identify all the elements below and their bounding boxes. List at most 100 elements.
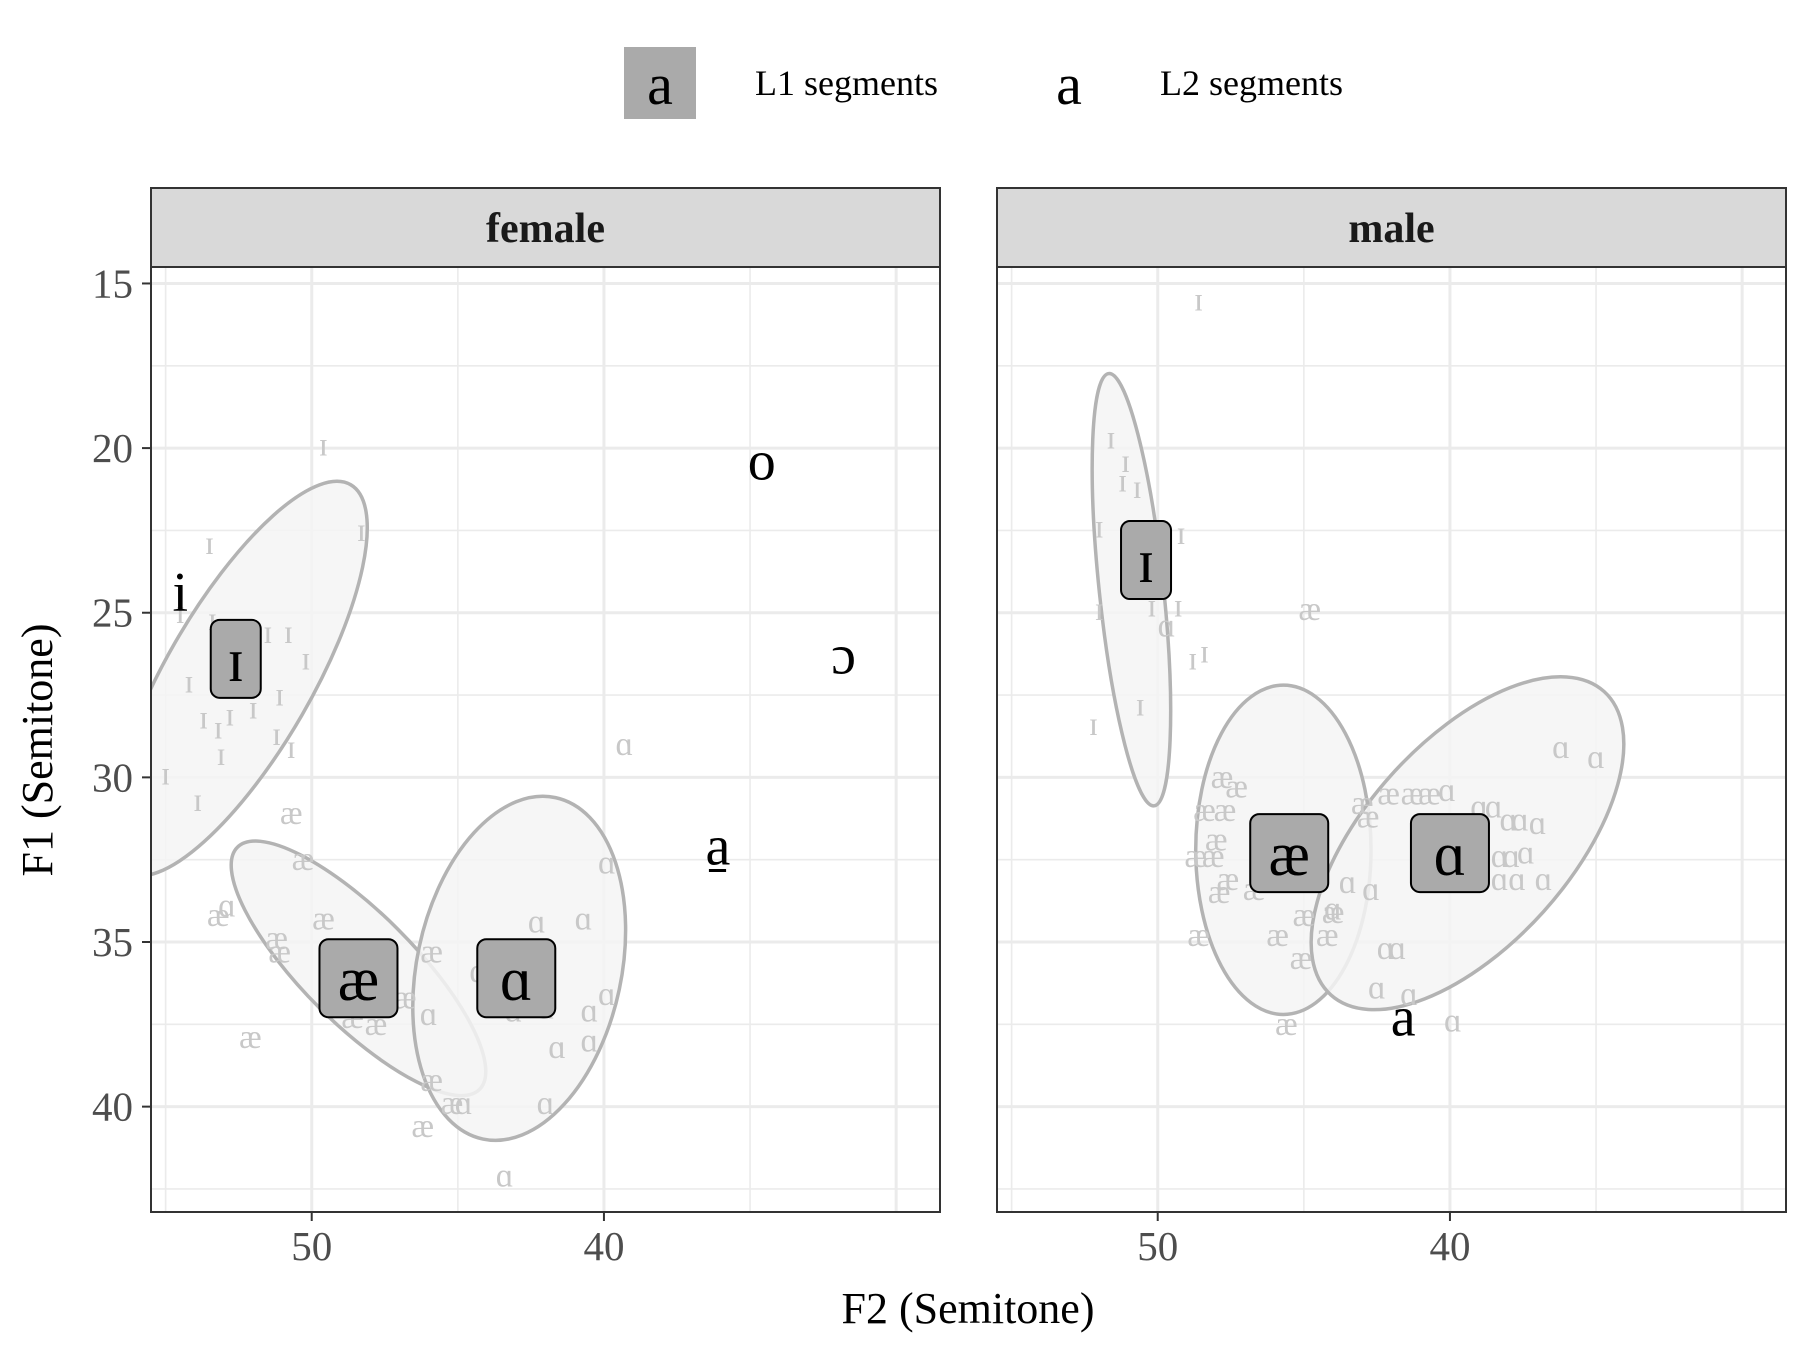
data-point: ɪ bbox=[284, 614, 293, 651]
data-point: ɑ bbox=[496, 1157, 514, 1194]
y-axis-title: F1 (Semitone) bbox=[13, 624, 62, 877]
x-tick-label: 50 bbox=[1137, 1223, 1178, 1269]
legend-item: a L2 segments bbox=[1056, 52, 1343, 117]
l2-vowel-label: a̠ bbox=[705, 816, 730, 878]
data-point: æ bbox=[292, 841, 315, 878]
data-point: ɪ bbox=[1200, 634, 1209, 671]
data-point: ɑ bbox=[420, 996, 438, 1033]
facet-strip bbox=[996, 187, 1787, 268]
data-point: æ bbox=[1208, 874, 1231, 911]
data-point: ɪ bbox=[161, 756, 170, 793]
data-point: ɪ bbox=[184, 663, 193, 700]
data-point: ɑ bbox=[1444, 1003, 1462, 1040]
data-point: ɪ bbox=[1106, 420, 1115, 457]
data-point: ɑ bbox=[1491, 838, 1509, 875]
l1-vowel-box: ɪ bbox=[209, 618, 262, 699]
data-point: æ bbox=[420, 933, 443, 970]
data-point: ɑ bbox=[537, 1085, 555, 1122]
legend-key-glyph: a bbox=[1056, 52, 1082, 117]
data-point: æ bbox=[239, 1019, 262, 1056]
l2-vowel-label: i bbox=[172, 562, 188, 624]
l1-vowel-label: æ bbox=[1269, 821, 1310, 889]
data-point: æ bbox=[1193, 792, 1216, 829]
l1-vowel-box: ɪ bbox=[1120, 520, 1173, 601]
data-point: ɑ bbox=[1158, 607, 1176, 644]
data-point: ɑ bbox=[1377, 930, 1395, 967]
data-point: ɑ bbox=[1485, 789, 1503, 826]
data-point: ɪ bbox=[357, 512, 366, 549]
data-point: ɪ bbox=[225, 696, 234, 733]
data-point: ɪ bbox=[1194, 281, 1203, 318]
data-point: æ bbox=[1322, 894, 1345, 931]
data-point: æ bbox=[1316, 917, 1339, 954]
data-point: æ bbox=[420, 1062, 443, 1099]
data-point: ɪ bbox=[249, 690, 258, 727]
data-point: æ bbox=[1298, 591, 1321, 628]
data-point: æ bbox=[1292, 897, 1315, 934]
data-point: ɪ bbox=[208, 601, 217, 638]
l1-vowel-box: æ bbox=[318, 938, 399, 1019]
data-point: ɑ bbox=[455, 1085, 473, 1122]
l1-vowel-box-bg bbox=[1120, 520, 1173, 601]
data-point: æ bbox=[1184, 838, 1207, 875]
x-tick-label: 40 bbox=[1429, 1223, 1470, 1269]
legend-key-glyph: a bbox=[647, 52, 673, 117]
data-point: æ bbox=[394, 979, 417, 1016]
data-point: æ bbox=[1290, 940, 1313, 977]
data-point: ɪ bbox=[1173, 588, 1182, 625]
y-tick-label: 25 bbox=[92, 590, 133, 636]
data-point: ɪ bbox=[216, 736, 225, 773]
data-point: ɑ bbox=[528, 904, 546, 941]
data-point: æ bbox=[1202, 838, 1225, 875]
y-tick-label: 20 bbox=[92, 425, 133, 471]
panel-content: ɪɪɪɪɪɪɪɪɪɪɪɪɪɪæɑæææææææææææææææææææææææɑ… bbox=[1089, 281, 1626, 1049]
panel-content: ɪɪɪɪɪɪɪɪɪɪɪɪɪɪɪɪɪɪɪɪɪæææææææææææææææææɑɑ… bbox=[151, 426, 856, 1194]
data-point: æ bbox=[280, 795, 303, 832]
l1-vowel-box: æ bbox=[1249, 813, 1330, 894]
data-point: ɑ bbox=[1502, 838, 1520, 875]
data-point: ɑ bbox=[1388, 930, 1406, 967]
l1-vowel-label: æ bbox=[338, 946, 379, 1014]
data-point: ɪ bbox=[301, 640, 310, 677]
l1-vowel-box: ɑ bbox=[1409, 813, 1490, 894]
data-point: ɑ bbox=[1508, 861, 1526, 898]
data-point: ɪ bbox=[1095, 509, 1104, 546]
data-point: ɪ bbox=[263, 614, 272, 651]
data-point: ɪ bbox=[175, 594, 184, 631]
data-point: ɑ bbox=[1438, 772, 1456, 809]
data-point: æ bbox=[1266, 917, 1289, 954]
data-point: æ bbox=[1401, 775, 1424, 812]
legend-item: a L1 segments bbox=[624, 47, 938, 119]
facet-strip-label: female bbox=[486, 206, 605, 252]
data-point: ɑ bbox=[1499, 802, 1517, 839]
data-point: ɑ bbox=[548, 1029, 566, 1066]
data-point: ɪ bbox=[1089, 706, 1098, 743]
data-point: ɪ bbox=[1118, 463, 1127, 500]
l1-vowel-box-bg bbox=[1409, 813, 1490, 894]
data-point: ɪ bbox=[199, 700, 208, 737]
data-point: ɪ bbox=[1188, 640, 1197, 677]
data-point: ɪ bbox=[272, 716, 281, 753]
data-point: æ bbox=[207, 897, 230, 934]
l1-vowel-label: ɪ bbox=[227, 627, 244, 695]
data-point: ɪ bbox=[1121, 443, 1130, 480]
data-point: ɑ bbox=[1529, 805, 1547, 842]
data-point: ɑ bbox=[580, 1022, 598, 1059]
l2-vowel-label: a bbox=[1391, 987, 1416, 1049]
data-point: ɪ bbox=[1135, 686, 1144, 723]
y-tick-label: 40 bbox=[92, 1084, 133, 1130]
data-point: ɑ bbox=[1535, 861, 1553, 898]
data-point: æ bbox=[1187, 917, 1210, 954]
x-axis-title: F2 (Semitone) bbox=[842, 1284, 1095, 1333]
data-point: ɪ bbox=[193, 782, 202, 819]
data-point: ɑ bbox=[616, 726, 634, 763]
data-point: æ bbox=[411, 1108, 434, 1145]
data-point: ɑ bbox=[580, 993, 598, 1030]
facet-strip-label: male bbox=[1348, 206, 1434, 252]
data-point: ɑ bbox=[1324, 891, 1342, 928]
legend-key-box bbox=[624, 47, 696, 119]
data-point: ɑ bbox=[598, 844, 616, 881]
l1-vowel-box-bg bbox=[476, 938, 557, 1019]
